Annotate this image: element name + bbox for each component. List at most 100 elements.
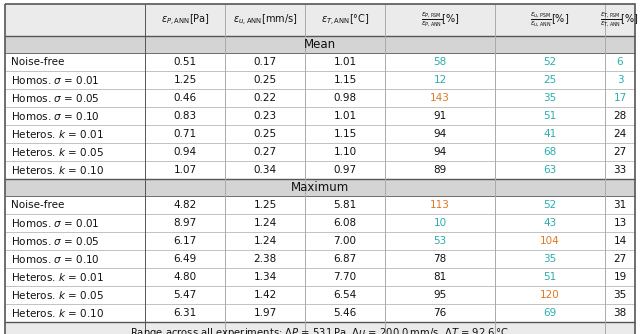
Text: Homos. $\sigma$ = 0.10: Homos. $\sigma$ = 0.10 <box>11 110 100 122</box>
Text: 3: 3 <box>617 75 623 85</box>
Text: $\frac{\varepsilon_{P,\mathrm{PSM}}}{\varepsilon_{P,\mathrm{ANN}}}$[%]: $\frac{\varepsilon_{P,\mathrm{PSM}}}{\va… <box>420 11 460 29</box>
Text: 0.51: 0.51 <box>173 57 196 67</box>
Text: 5.46: 5.46 <box>333 308 356 318</box>
Text: 0.34: 0.34 <box>253 165 276 175</box>
Text: 5.81: 5.81 <box>333 200 356 210</box>
Text: Heteros. $k$ = 0.10: Heteros. $k$ = 0.10 <box>11 164 104 176</box>
Text: 1.15: 1.15 <box>333 75 356 85</box>
Text: 1.34: 1.34 <box>253 272 276 282</box>
Text: Heteros. $k$ = 0.10: Heteros. $k$ = 0.10 <box>11 307 104 319</box>
Text: 1.25: 1.25 <box>173 75 196 85</box>
Text: 6.08: 6.08 <box>333 218 356 228</box>
Text: Homos. $\sigma$ = 0.01: Homos. $\sigma$ = 0.01 <box>11 217 100 229</box>
Bar <box>5 196 635 322</box>
Text: 35: 35 <box>543 254 557 264</box>
Text: 53: 53 <box>433 236 447 246</box>
Text: 0.25: 0.25 <box>253 75 276 85</box>
Text: 1.24: 1.24 <box>253 218 276 228</box>
Text: Heteros. $k$ = 0.05: Heteros. $k$ = 0.05 <box>11 146 104 158</box>
Text: 6: 6 <box>617 57 623 67</box>
Text: 1.25: 1.25 <box>253 200 276 210</box>
Bar <box>5 322 635 334</box>
Text: 94: 94 <box>433 147 447 157</box>
Text: 6.31: 6.31 <box>173 308 196 318</box>
Text: 35: 35 <box>613 290 627 300</box>
Text: 63: 63 <box>543 165 557 175</box>
Text: 120: 120 <box>540 290 560 300</box>
Text: 7.00: 7.00 <box>333 236 356 246</box>
Text: 0.25: 0.25 <box>253 129 276 139</box>
Text: 6.87: 6.87 <box>333 254 356 264</box>
Text: 94: 94 <box>433 129 447 139</box>
Text: 7.70: 7.70 <box>333 272 356 282</box>
Text: 1.42: 1.42 <box>253 290 276 300</box>
Text: 12: 12 <box>433 75 447 85</box>
Text: 58: 58 <box>433 57 447 67</box>
Text: 38: 38 <box>613 308 627 318</box>
Bar <box>5 179 635 196</box>
Text: 6.54: 6.54 <box>333 290 356 300</box>
Text: 31: 31 <box>613 200 627 210</box>
Text: 41: 41 <box>543 129 557 139</box>
Text: 24: 24 <box>613 129 627 139</box>
Text: 10: 10 <box>433 218 447 228</box>
Text: 0.23: 0.23 <box>253 111 276 121</box>
Text: 143: 143 <box>430 93 450 103</box>
Text: 1.24: 1.24 <box>253 236 276 246</box>
Text: 8.97: 8.97 <box>173 218 196 228</box>
Text: 4.80: 4.80 <box>173 272 196 282</box>
Text: 52: 52 <box>543 57 557 67</box>
Text: 25: 25 <box>543 75 557 85</box>
Text: 28: 28 <box>613 111 627 121</box>
Text: 17: 17 <box>613 93 627 103</box>
Text: Homos. $\sigma$ = 0.05: Homos. $\sigma$ = 0.05 <box>11 235 100 247</box>
Text: Noise-free: Noise-free <box>11 200 65 210</box>
Text: 0.83: 0.83 <box>173 111 196 121</box>
Text: Noise-free: Noise-free <box>11 57 65 67</box>
Text: Heteros. $k$ = 0.05: Heteros. $k$ = 0.05 <box>11 289 104 301</box>
Text: 13: 13 <box>613 218 627 228</box>
Text: 0.98: 0.98 <box>333 93 356 103</box>
Text: 5.47: 5.47 <box>173 290 196 300</box>
Text: 6.17: 6.17 <box>173 236 196 246</box>
Text: 81: 81 <box>433 272 447 282</box>
Text: 1.07: 1.07 <box>173 165 196 175</box>
Text: 0.71: 0.71 <box>173 129 196 139</box>
Text: $\frac{\varepsilon_{u,\mathrm{PSM}}}{\varepsilon_{u,\mathrm{ANN}}}$[%]: $\frac{\varepsilon_{u,\mathrm{PSM}}}{\va… <box>531 11 570 29</box>
Text: $\varepsilon_{P,\mathrm{ANN}}$[Pa]: $\varepsilon_{P,\mathrm{ANN}}$[Pa] <box>161 12 209 27</box>
Text: 33: 33 <box>613 165 627 175</box>
Text: 113: 113 <box>430 200 450 210</box>
Bar <box>5 53 635 179</box>
Text: 2.38: 2.38 <box>253 254 276 264</box>
Text: $\frac{\varepsilon_{T,\mathrm{PSM}}}{\varepsilon_{T,\mathrm{ANN}}}$[%]: $\frac{\varepsilon_{T,\mathrm{PSM}}}{\va… <box>600 11 639 29</box>
Text: 0.97: 0.97 <box>333 165 356 175</box>
Text: 35: 35 <box>543 93 557 103</box>
Bar <box>5 36 635 53</box>
Text: 0.17: 0.17 <box>253 57 276 67</box>
Text: 104: 104 <box>540 236 560 246</box>
Text: 89: 89 <box>433 165 447 175</box>
Text: $\varepsilon_{T,\mathrm{ANN}}$[°C]: $\varepsilon_{T,\mathrm{ANN}}$[°C] <box>321 12 369 27</box>
Text: 0.27: 0.27 <box>253 147 276 157</box>
Text: 51: 51 <box>543 272 557 282</box>
Text: 76: 76 <box>433 308 447 318</box>
Text: 0.22: 0.22 <box>253 93 276 103</box>
Text: 1.01: 1.01 <box>333 111 356 121</box>
Text: 52: 52 <box>543 200 557 210</box>
Text: 43: 43 <box>543 218 557 228</box>
Text: Homos. $\sigma$ = 0.10: Homos. $\sigma$ = 0.10 <box>11 253 100 265</box>
Text: 0.94: 0.94 <box>173 147 196 157</box>
Text: 14: 14 <box>613 236 627 246</box>
Text: 0.46: 0.46 <box>173 93 196 103</box>
Bar <box>5 4 635 36</box>
Text: 1.97: 1.97 <box>253 308 276 318</box>
Text: Maximum: Maximum <box>291 181 349 194</box>
Text: 6.49: 6.49 <box>173 254 196 264</box>
Text: Homos. $\sigma$ = 0.05: Homos. $\sigma$ = 0.05 <box>11 92 100 104</box>
Text: 68: 68 <box>543 147 557 157</box>
Text: 27: 27 <box>613 254 627 264</box>
Text: Mean: Mean <box>304 38 336 51</box>
Text: 1.15: 1.15 <box>333 129 356 139</box>
Text: 1.10: 1.10 <box>333 147 356 157</box>
Text: 1.01: 1.01 <box>333 57 356 67</box>
